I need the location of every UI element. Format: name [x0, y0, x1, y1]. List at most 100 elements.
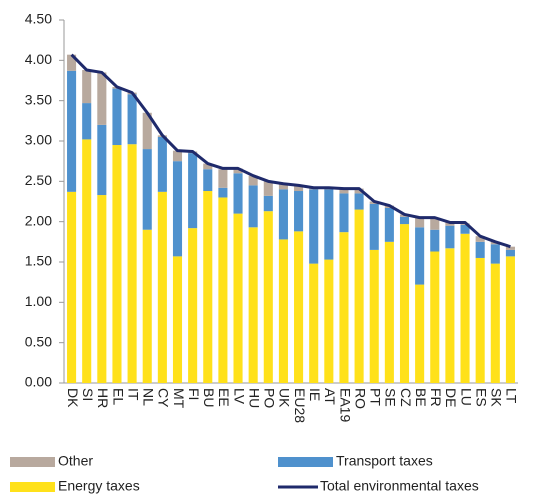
bar-segment	[233, 168, 243, 174]
bar-segment	[112, 88, 122, 146]
x-tick-label: IT	[125, 388, 141, 401]
x-tick-label: UK	[277, 388, 293, 408]
legend-swatch	[10, 457, 55, 467]
x-tick-label: EA19	[337, 388, 353, 422]
bar-segment	[339, 193, 349, 233]
x-tick-label: CY	[156, 388, 172, 408]
bar-segment	[233, 213, 243, 383]
bar-segment	[475, 257, 485, 383]
bar-segment	[97, 195, 107, 383]
bar-segment	[505, 246, 515, 250]
x-tick-label: NL	[141, 388, 157, 406]
x-tick-label: SI	[80, 388, 96, 401]
bar-segment	[82, 70, 92, 104]
legend-label: Total environmental taxes	[320, 478, 479, 494]
x-tick-label: LT	[504, 388, 520, 404]
bar-segment	[218, 187, 228, 198]
bar-segment	[278, 183, 288, 190]
bar-segment	[248, 227, 258, 383]
total-line	[70, 53, 511, 249]
bar-segment	[475, 241, 485, 258]
bar-segment	[294, 191, 304, 232]
bar-segment	[445, 248, 455, 383]
legend-label: Other	[58, 453, 93, 469]
x-tick-label: FI	[186, 388, 202, 400]
x-tick-label: EL	[110, 388, 126, 405]
x-tick-label: CZ	[398, 388, 414, 407]
x-tick-label: EE	[216, 388, 232, 407]
bar-segment	[127, 144, 137, 383]
x-tick-label: MT	[171, 388, 187, 409]
x-tick-label: RO	[352, 388, 368, 409]
bar-segment	[399, 224, 410, 383]
bar-segment	[294, 231, 304, 383]
bar-segment	[339, 188, 349, 194]
x-tick-label: DK	[65, 388, 81, 408]
bar-segment	[460, 224, 470, 234]
bar-segment	[430, 229, 440, 252]
bar-segment	[475, 236, 485, 242]
x-tick-label: LV	[231, 388, 247, 405]
bar-segment	[490, 244, 500, 264]
y-tick-label: 3.00	[25, 132, 52, 148]
bar-segment	[263, 181, 273, 196]
bar-segment	[445, 222, 455, 226]
bar-segment	[142, 149, 152, 230]
bar-segment	[67, 70, 77, 192]
bar-segment	[324, 259, 334, 383]
bar-segment	[384, 207, 394, 242]
bar-segment	[127, 94, 137, 145]
bar-segment	[505, 256, 515, 383]
y-tick-label: 0.00	[25, 374, 52, 390]
bar-segment	[369, 249, 379, 383]
bar-segment	[354, 193, 364, 210]
bar-segment	[278, 189, 288, 240]
bar-segment	[203, 191, 213, 383]
y-tick-label: 3.50	[25, 91, 52, 107]
x-tick-label: HR	[95, 388, 111, 408]
bar-segment	[82, 139, 92, 383]
bar-segment	[263, 211, 273, 383]
bar-segment	[157, 191, 167, 383]
bar-segment	[67, 54, 77, 71]
bar-segment	[67, 191, 77, 383]
x-tick-label: DE	[443, 388, 459, 407]
bar-segment	[415, 217, 425, 228]
bar-segment	[445, 225, 455, 249]
legend-swatch	[10, 482, 55, 492]
bar-segment	[248, 175, 258, 186]
x-tick-label: PO	[262, 388, 278, 408]
x-tick-label: IE	[307, 388, 323, 401]
bar-segment	[218, 197, 228, 383]
bar-segment	[278, 239, 288, 383]
bar-segment	[339, 232, 349, 383]
bar-segment	[82, 103, 92, 140]
bar-segment	[354, 188, 364, 194]
bar-segment	[309, 263, 319, 383]
bar-segment	[490, 263, 500, 383]
bar-segment	[263, 195, 273, 212]
bar-segment	[415, 227, 425, 285]
bar-segment	[294, 185, 304, 192]
bar-segment	[354, 209, 364, 383]
bar-segment	[248, 185, 258, 228]
bar-segment	[233, 173, 243, 214]
y-tick-label: 2.00	[25, 212, 52, 228]
bar-segment	[172, 150, 183, 162]
legend-label: Energy taxes	[58, 478, 140, 494]
y-tick-label: 1.50	[25, 253, 52, 269]
bar-segment	[309, 189, 319, 264]
bar-segment	[399, 216, 410, 225]
bar-segment	[188, 228, 198, 383]
legend-swatch	[278, 457, 333, 467]
bar-segment	[460, 233, 470, 383]
bar-segment	[97, 72, 107, 125]
x-tick-label: SE	[383, 388, 399, 407]
bar-segment	[505, 249, 515, 257]
bar-segment	[384, 241, 394, 383]
bar-segment	[218, 169, 228, 188]
x-tick-label: BE	[413, 388, 429, 407]
bar-segment	[415, 284, 425, 383]
